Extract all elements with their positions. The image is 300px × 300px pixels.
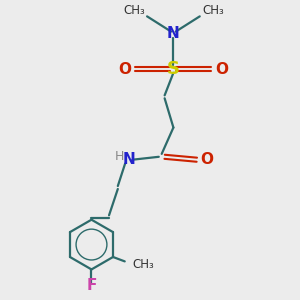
Text: N: N (123, 152, 135, 167)
Text: O: O (118, 61, 132, 76)
Text: H: H (115, 150, 124, 163)
Text: O: O (215, 61, 228, 76)
Text: CH₃: CH₃ (123, 4, 145, 17)
Text: CH₃: CH₃ (132, 258, 154, 271)
Text: F: F (86, 278, 97, 293)
Text: N: N (167, 26, 180, 41)
Text: S: S (167, 60, 180, 78)
Text: O: O (201, 152, 214, 167)
Text: CH₃: CH₃ (202, 4, 224, 17)
